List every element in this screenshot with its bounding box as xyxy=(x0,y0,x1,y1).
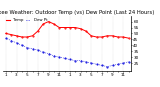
Title: Milwaukee Weather: Outdoor Temp (vs) Dew Point (Last 24 Hours): Milwaukee Weather: Outdoor Temp (vs) Dew… xyxy=(0,10,154,15)
Legend: Temp, Dew Pt: Temp, Dew Pt xyxy=(5,18,48,22)
